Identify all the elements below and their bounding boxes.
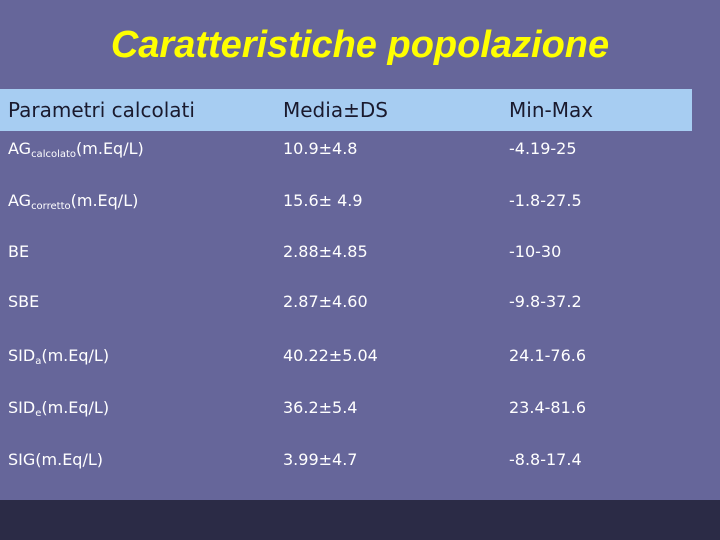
row-parameter: AGcorretto(m.Eq/L)	[8, 191, 139, 212]
table-row: SIDe(m.Eq/L) 36.2±5.4 23.4-81.6	[0, 383, 692, 433]
row-range: -1.8-27.5	[509, 191, 582, 210]
row-mean: 15.6± 4.9	[283, 191, 363, 210]
row-mean: 2.88±4.85	[283, 242, 368, 261]
row-range: -8.8-17.4	[509, 450, 582, 469]
table-row: SBE 2.87±4.60 -9.8-37.2	[0, 277, 692, 327]
row-range: -9.8-37.2	[509, 292, 582, 311]
table-row: AGcalcolato(m.Eq/L) 10.9±4.8 -4.19-25	[0, 124, 692, 174]
table-row: SIG(m.Eq/L) 3.99±4.7 -8.8-17.4	[0, 435, 692, 485]
slide-title: Caratteristiche popolazione	[110, 24, 610, 66]
row-parameter: SBE	[8, 292, 40, 311]
header-media-ds: Media±DS	[283, 98, 388, 122]
header-parametri: Parametri calcolati	[8, 98, 195, 122]
table-row: BE 2.88±4.85 -10-30	[0, 227, 692, 277]
row-range: 23.4-81.6	[509, 398, 587, 417]
row-parameter: BE	[8, 242, 30, 261]
row-mean: 3.99±4.7	[283, 450, 358, 469]
row-parameter: SIDa(m.Eq/L)	[8, 346, 110, 367]
table-row: AGcorretto(m.Eq/L) 15.6± 4.9 -1.8-27.5	[0, 176, 692, 226]
row-mean: 10.9±4.8	[283, 139, 358, 158]
row-mean: 2.87±4.60	[283, 292, 368, 311]
row-parameter: SIG(m.Eq/L)	[8, 450, 104, 469]
footer-bar	[0, 500, 720, 540]
row-range: 24.1-76.6	[509, 346, 587, 365]
header-min-max: Min-Max	[509, 98, 594, 122]
row-range: -4.19-25	[509, 139, 577, 158]
row-parameter: SIDe(m.Eq/L)	[8, 398, 110, 419]
row-mean: 36.2±5.4	[283, 398, 358, 417]
table-header-row: Parametri calcolati Media±DS Min-Max	[0, 89, 692, 131]
row-parameter: AGcalcolato(m.Eq/L)	[8, 139, 144, 160]
row-mean: 40.22±5.04	[283, 346, 378, 365]
row-range: -10-30	[509, 242, 562, 261]
table-row: SIDa(m.Eq/L) 40.22±5.04 24.1-76.6	[0, 331, 692, 381]
